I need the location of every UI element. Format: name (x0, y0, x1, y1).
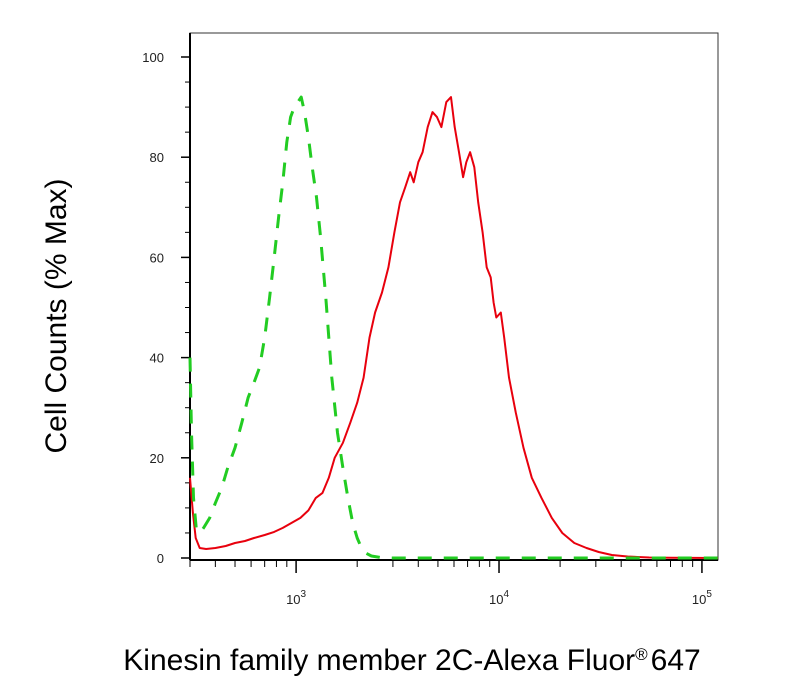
y-tick-label: 60 (150, 250, 164, 265)
y-axis-title: Cell Counts (% Max) (40, 178, 73, 453)
y-tick-label: 20 (150, 451, 164, 466)
x-tick-label: 105 (692, 589, 712, 607)
y-axis-ticks: 0 20 40 60 80 100 (142, 50, 190, 566)
x-axis-title-main: Kinesin family member 2C-Alexa Fluor (123, 644, 635, 677)
x-tick-label: 104 (489, 589, 509, 607)
y-tick-label: 100 (142, 50, 164, 65)
series-line-solid (189, 96, 719, 559)
x-axis-ticks: 103 104 105 (189, 560, 712, 607)
y-tick-label: 0 (157, 551, 164, 566)
series-layer (188, 95, 719, 560)
x-axis-title-suffix: 647 (651, 644, 701, 677)
x-axis-title: Kinesin family member 2C-Alexa Fluor® 647 (123, 644, 700, 677)
y-tick-label: 80 (150, 150, 164, 165)
x-axis-title-mark: ® (635, 645, 648, 664)
y-tick-label: 40 (150, 351, 164, 366)
series-line-dashed (188, 95, 718, 560)
x-tick-label: 103 (286, 589, 306, 607)
